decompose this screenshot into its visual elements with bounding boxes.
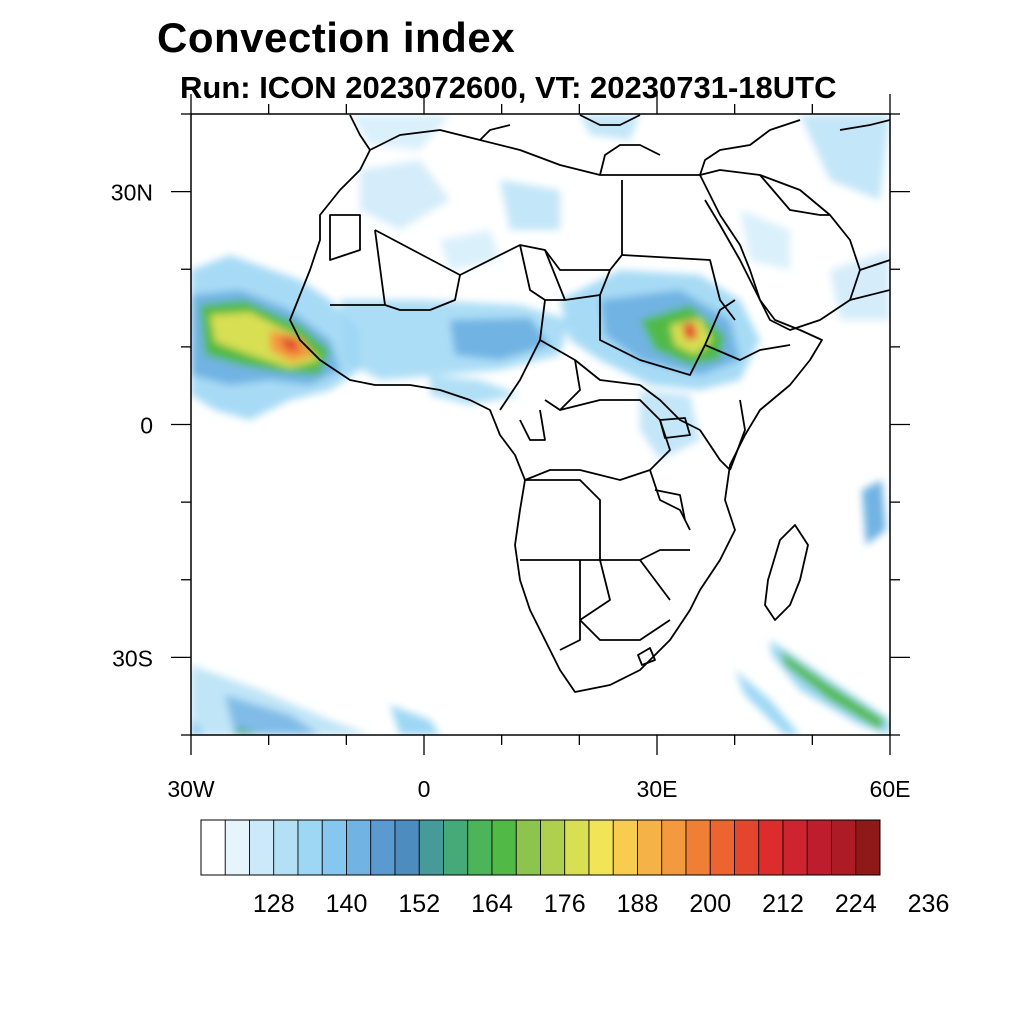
coastlines [289,114,890,693]
colorbar-swatch [637,819,663,876]
colorbar-swatch [709,819,735,876]
colorbar-swatch [249,819,275,876]
colorbar-swatch [612,819,638,876]
colorbar-swatch [443,819,469,876]
colorbar-frame [200,819,881,876]
colorbar-swatch [346,819,372,876]
colorbar-label: 236 [908,890,950,918]
madagascar-outline [764,524,809,621]
colorbar-swatch [370,819,396,876]
map-area [191,114,890,735]
lon-tick-label: 30W [167,776,215,802]
colorbar-swatch [855,819,881,876]
colorbar-swatch [661,819,687,876]
colorbar-swatch [297,819,323,876]
colorbar-label: 224 [835,890,877,918]
colorbar-swatch [782,819,808,876]
chart-subtitle: Run: ICON 2023072600, VT: 20230731-18UTC [180,70,837,105]
colorbar-swatch [734,819,760,876]
colorbar-label: 212 [762,890,804,918]
colorbar-swatch [806,819,832,876]
colorbar-label: 176 [544,890,586,918]
colorbar-labels: 128 140 152 164 176 188 200 212 224 236 [253,890,949,918]
lat-tick-label: 30S [112,645,153,671]
colorbar-swatch [588,819,614,876]
colorbar-swatch [200,819,226,876]
colorbar-swatch [491,819,517,876]
lesotho-outline [637,647,656,666]
colorbar-swatch [273,819,299,876]
axis-tick-labels: 30N 0 30S 30W 0 30E 60E [111,180,911,802]
colorbar-label: 164 [471,890,513,918]
colorbar-label: 188 [617,890,659,918]
lake-victoria [659,417,691,439]
lon-tick-label: 30E [637,776,678,802]
lat-tick-label: 0 [140,413,153,439]
lat-tick-label: 30N [111,180,153,206]
colorbar-swatch [467,819,493,876]
convection-field [191,115,890,735]
colorbar-swatch [540,819,566,876]
colorbar-label: 128 [253,890,295,918]
colorbar-label: 200 [689,890,731,918]
chart-title: Convection index [157,14,516,61]
colorbar [200,819,881,876]
africa-coastline [289,129,823,693]
colorbar-swatch [224,819,250,876]
axis-ticks [171,94,910,755]
colorbar-label: 152 [398,890,440,918]
colorbar-swatch [831,819,857,876]
colorbar-label: 140 [326,890,368,918]
colorbar-swatch [685,819,711,876]
colorbar-swatch [418,819,444,876]
lon-tick-label: 0 [418,776,431,802]
colorbar-swatch [758,819,784,876]
colorbar-swatch [515,819,541,876]
colorbar-swatch [394,819,420,876]
colorbar-swatch [564,819,590,876]
colorbar-swatch [321,819,347,876]
lon-tick-label: 60E [870,776,911,802]
